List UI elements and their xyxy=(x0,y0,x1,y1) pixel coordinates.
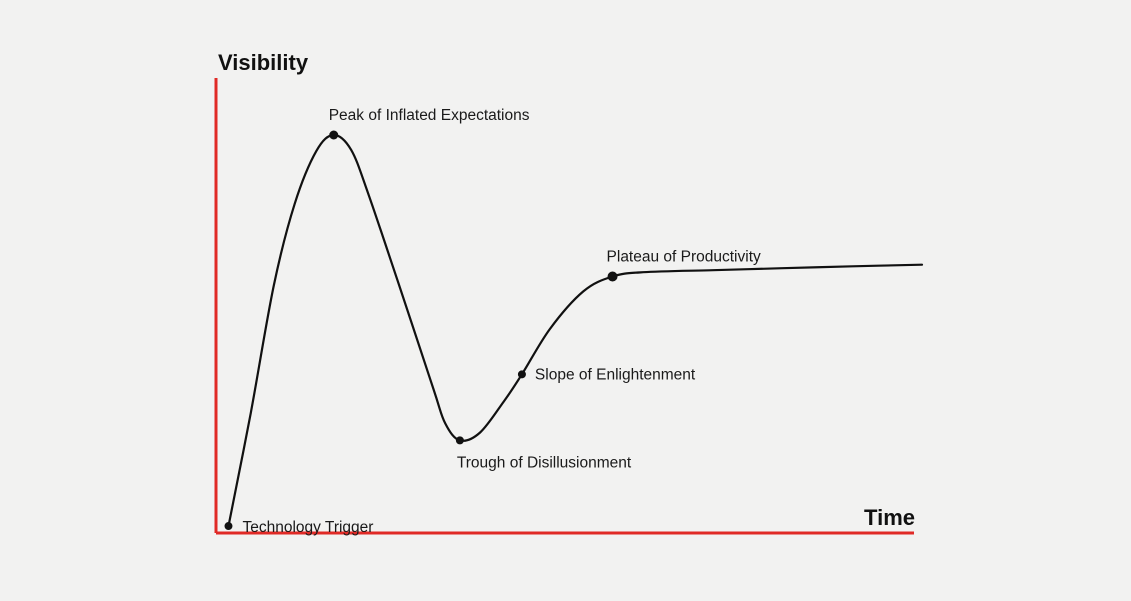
y-axis-title: Visibility xyxy=(218,50,309,75)
phase-marker xyxy=(517,370,526,379)
phase-label: Trough of Disillusionment xyxy=(457,454,632,471)
phase-marker xyxy=(224,522,233,531)
phase-marker xyxy=(455,436,464,445)
phase-label: Peak of Inflated Expectations xyxy=(329,107,530,124)
phase-marker xyxy=(329,130,339,140)
hype-curve-line xyxy=(227,133,924,528)
phase-label: Slope of Enlightenment xyxy=(535,366,696,383)
plot-area: Technology Trigger Peak of Inflated Expec… xyxy=(214,78,924,536)
phase-label: Technology Trigger xyxy=(242,519,373,536)
phase-marker xyxy=(607,271,618,282)
phase-label: Plateau of Productivity xyxy=(607,248,761,265)
x-axis-title: Time xyxy=(864,505,915,530)
